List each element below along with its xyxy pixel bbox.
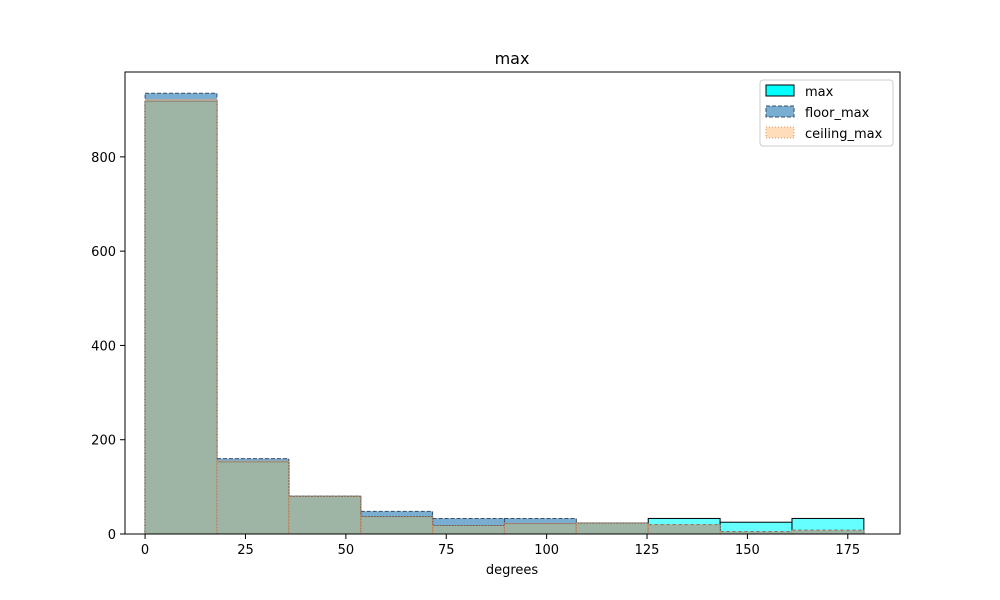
bar-ceiling-max-bin-1 <box>216 460 290 535</box>
x-tick-label: 0 <box>141 543 149 558</box>
bar-ceiling-max-bin-3 <box>360 516 434 535</box>
bar-ceiling-max-bin-9 <box>791 529 865 535</box>
bar-ceiling-max-bin-4 <box>432 525 505 535</box>
y-axis: 0 200 400 600 800 <box>91 151 125 543</box>
x-tick-label: 100 <box>534 543 559 558</box>
plot-frame <box>124 71 901 535</box>
x-tick-label: 125 <box>635 543 660 558</box>
bar-ceiling-max-bin-0 <box>144 98 218 535</box>
y-tick-label: 0 <box>108 528 116 543</box>
x-tick-label: 25 <box>237 543 254 558</box>
bar-ceiling-max-bin-6 <box>575 522 649 535</box>
y-tick-label: 800 <box>91 151 116 166</box>
legend: max floor_max ceiling_max <box>759 79 894 147</box>
legend-swatch-floor-max <box>765 105 795 118</box>
legend-swatch-max <box>765 84 795 97</box>
legend-label-max: max <box>805 85 834 100</box>
bar-ceiling-max-bin-5 <box>503 522 577 535</box>
bar-ceiling-max-bin-2 <box>288 495 362 535</box>
x-tick-label: 150 <box>735 543 760 558</box>
y-tick-label: 200 <box>91 434 116 449</box>
x-tick-label: 50 <box>338 543 355 558</box>
bar-ceiling-max-bin-7 <box>647 524 721 535</box>
x-tick-label: 175 <box>835 543 860 558</box>
y-tick-label: 600 <box>91 245 116 260</box>
x-tick-label: 75 <box>438 543 455 558</box>
x-axis-label: degrees <box>486 563 539 578</box>
bar-ceiling-max-bin-8 <box>719 531 793 535</box>
bars-layer <box>144 92 865 535</box>
x-axis: 0 25 50 75 100 125 150 175 <box>141 534 860 558</box>
y-tick-label: 400 <box>91 339 116 354</box>
legend-label-ceiling-max: ceiling_max <box>805 127 883 142</box>
chart-title: max <box>495 49 530 68</box>
legend-swatch-ceiling-max <box>765 126 795 139</box>
legend-label-floor-max: floor_max <box>805 106 870 121</box>
